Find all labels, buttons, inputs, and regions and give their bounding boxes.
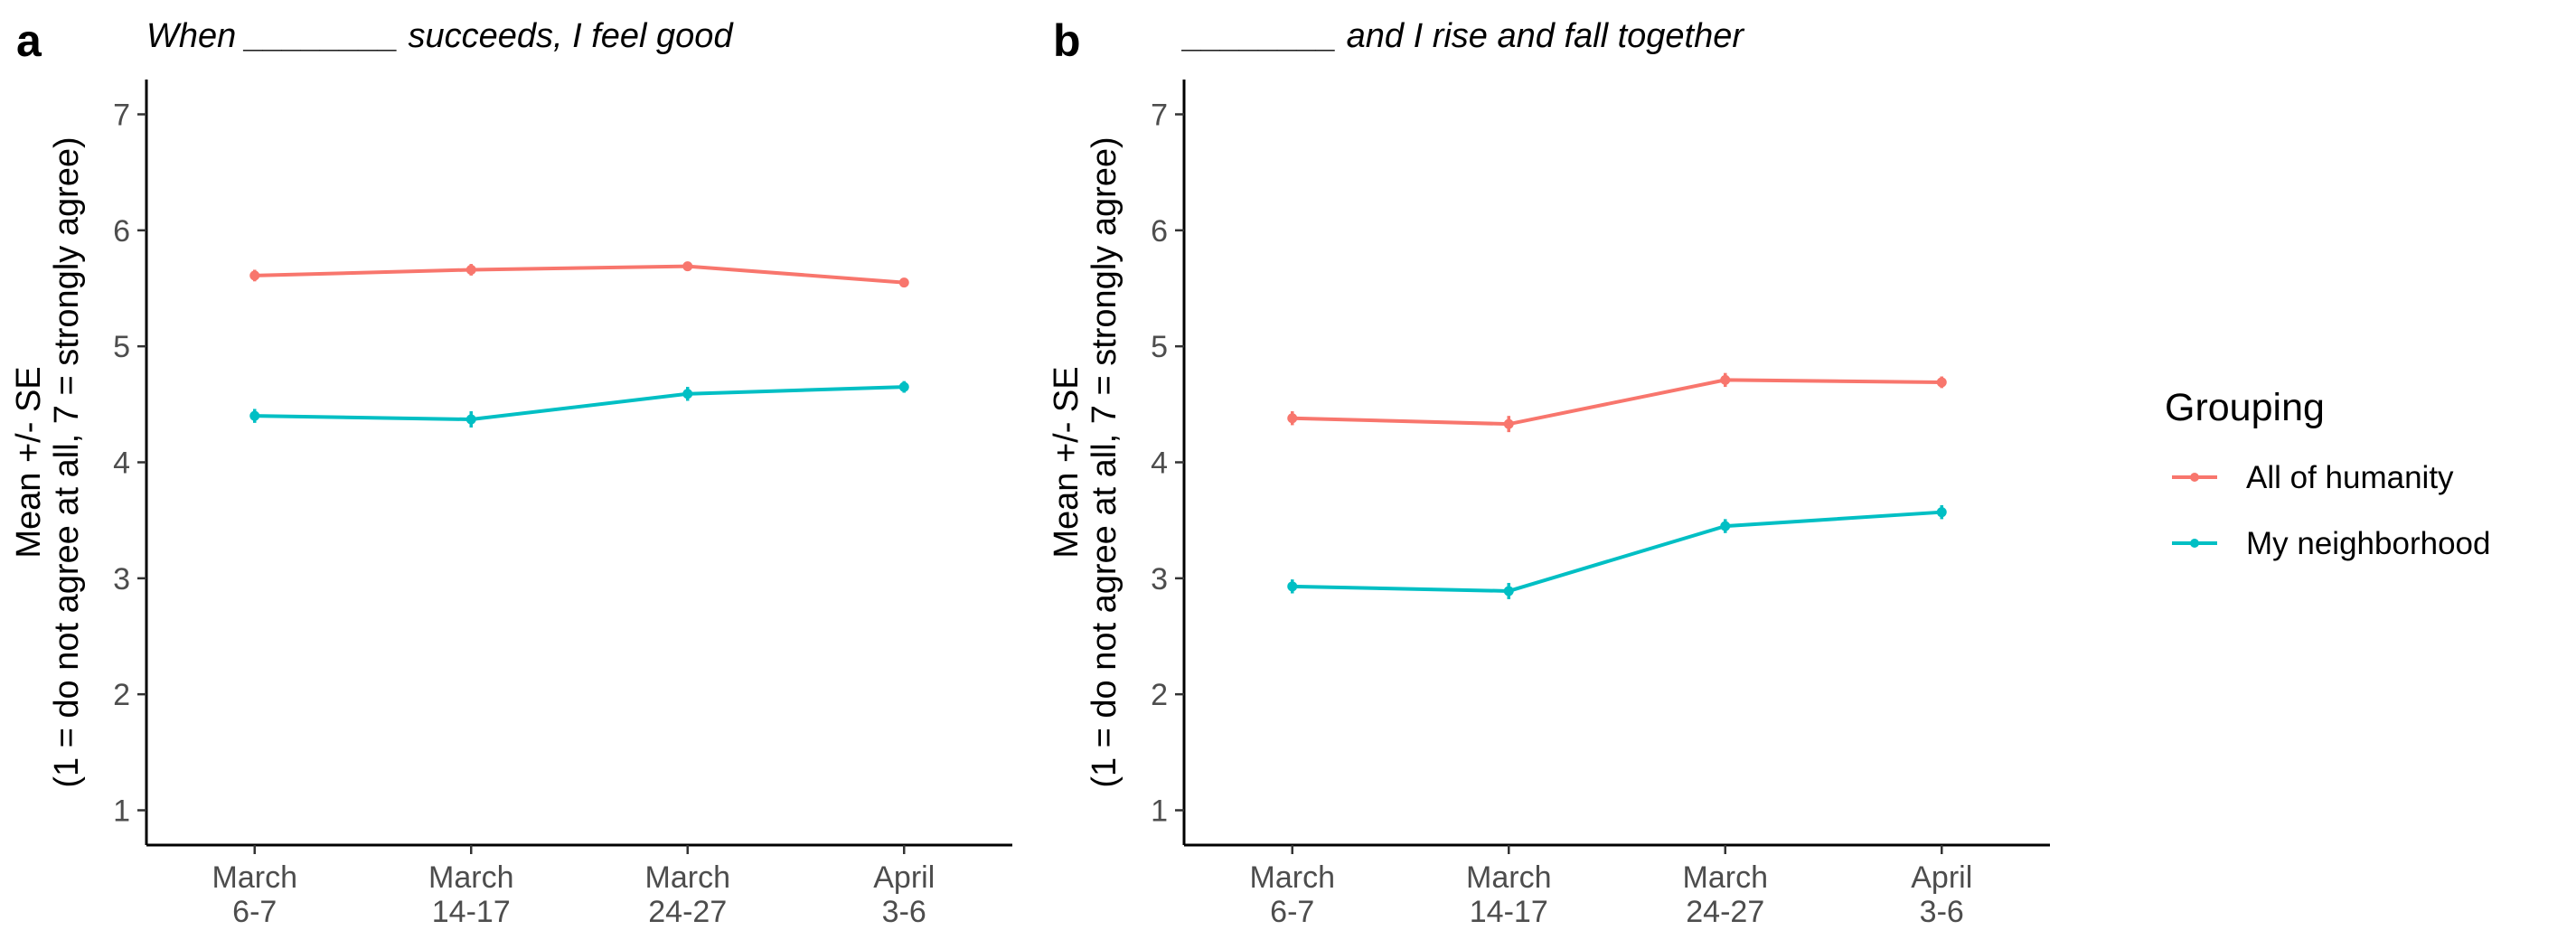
y-tick-label: 1 bbox=[113, 794, 130, 829]
y-axis-title: (1 = do not agree at all, 7 = strongly a… bbox=[48, 136, 86, 787]
data-point-my-neighborhood bbox=[1287, 581, 1298, 592]
y-axis-title: Mean +/- SE bbox=[10, 366, 48, 558]
y-tick-label: 4 bbox=[1151, 446, 1168, 481]
x-tick-label: April bbox=[1911, 860, 1972, 895]
data-point-my-neighborhood bbox=[1936, 507, 1947, 518]
x-tick-label: March bbox=[212, 860, 297, 895]
x-tick-label: March bbox=[1466, 860, 1551, 895]
panel-a-letter: a bbox=[16, 15, 42, 66]
x-tick-label: 24-27 bbox=[648, 895, 727, 929]
y-tick-label: 2 bbox=[1151, 678, 1168, 712]
y-tick-label: 6 bbox=[113, 214, 130, 249]
x-tick-label: March bbox=[428, 860, 513, 895]
data-point-all-of-humanity bbox=[465, 264, 476, 275]
series-line-my-neighborhood bbox=[254, 385, 905, 422]
data-point-my-neighborhood bbox=[682, 389, 693, 399]
y-tick-label: 2 bbox=[113, 678, 130, 712]
y-tick-label: 5 bbox=[1151, 330, 1168, 364]
data-point-my-neighborhood bbox=[898, 381, 909, 392]
x-tick-label: March bbox=[1683, 860, 1768, 895]
data-point-all-of-humanity bbox=[1503, 418, 1514, 429]
data-point-all-of-humanity bbox=[1287, 413, 1298, 424]
x-tick-label: 24-27 bbox=[1686, 895, 1764, 929]
panel-b-title: ________ and I rise and fall together bbox=[1181, 17, 1744, 55]
y-tick-label: 6 bbox=[1151, 214, 1168, 249]
y-tick-label: 3 bbox=[1151, 562, 1168, 597]
legend-key-point bbox=[2190, 539, 2199, 548]
x-tick-label: 14-17 bbox=[1470, 895, 1548, 929]
data-point-my-neighborhood bbox=[1503, 586, 1514, 597]
series-line-all-of-humanity bbox=[1292, 378, 1942, 427]
data-point-my-neighborhood bbox=[465, 414, 476, 425]
data-point-my-neighborhood bbox=[249, 410, 260, 421]
x-tick-label: 6-7 bbox=[1270, 895, 1314, 929]
y-tick-label: 1 bbox=[1151, 794, 1168, 829]
x-tick-label: 3-6 bbox=[1920, 895, 1964, 929]
data-point-all-of-humanity bbox=[682, 261, 693, 272]
legend-label: All of humanity bbox=[2246, 460, 2454, 495]
y-tick-label: 5 bbox=[113, 330, 130, 364]
series-line-my-neighborhood bbox=[1292, 510, 1942, 593]
legend-title: Grouping bbox=[2165, 386, 2325, 429]
x-tick-label: 3-6 bbox=[882, 895, 926, 929]
panel-a-title: When ________ succeeds, I feel good bbox=[146, 17, 734, 55]
y-tick-label: 7 bbox=[113, 99, 130, 133]
data-point-all-of-humanity bbox=[249, 270, 260, 281]
y-tick-label: 4 bbox=[113, 446, 130, 481]
x-tick-label: March bbox=[645, 860, 730, 895]
data-point-all-of-humanity bbox=[1936, 377, 1947, 388]
series-line-all-of-humanity bbox=[254, 264, 905, 285]
data-point-all-of-humanity bbox=[898, 277, 909, 288]
y-axis-title: (1 = do not agree at all, 7 = strongly a… bbox=[1086, 136, 1123, 787]
y-axis-title: Mean +/- SE bbox=[1048, 366, 1086, 558]
y-tick-label: 7 bbox=[1151, 99, 1168, 133]
data-point-my-neighborhood bbox=[1720, 521, 1731, 531]
data-point-all-of-humanity bbox=[1720, 374, 1731, 385]
x-tick-label: April bbox=[873, 860, 935, 895]
x-tick-label: 6-7 bbox=[232, 895, 277, 929]
panel-b-letter: b bbox=[1053, 15, 1081, 66]
x-tick-label: March bbox=[1250, 860, 1335, 895]
x-tick-label: 14-17 bbox=[432, 895, 511, 929]
legend-key-point bbox=[2190, 473, 2199, 482]
y-tick-label: 3 bbox=[113, 562, 130, 597]
legend-label: My neighborhood bbox=[2246, 526, 2490, 561]
